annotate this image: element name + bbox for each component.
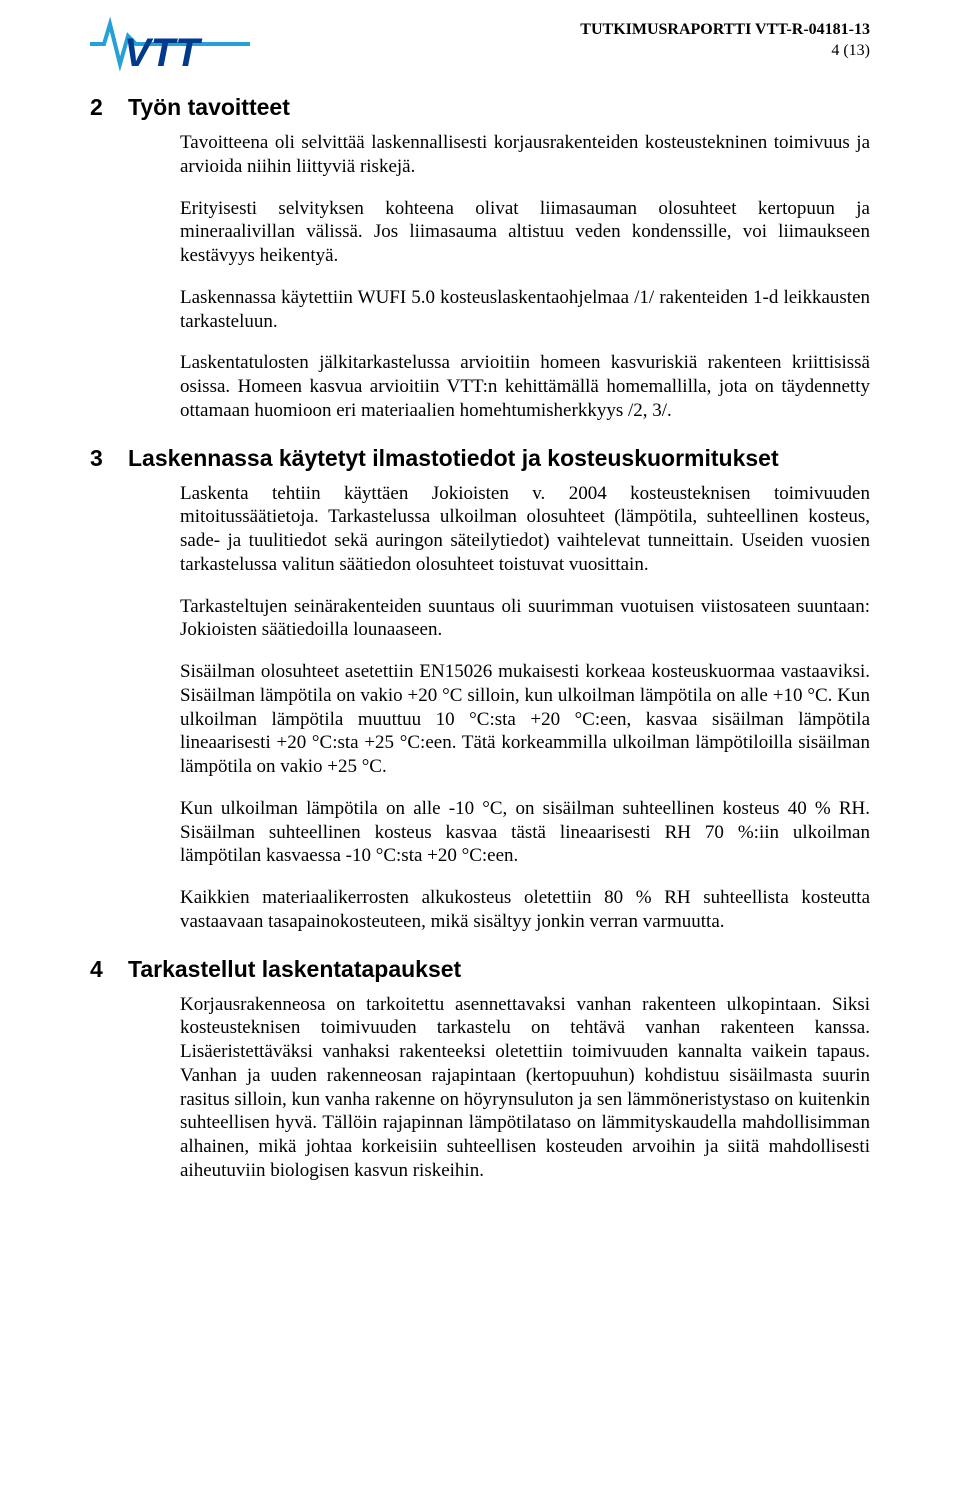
document-page: VTT TUTKIMUSRAPORTTI VTT-R-04181-13 4 (1… <box>0 0 960 1495</box>
section-4: 4 Tarkastellut laskentatapaukset <box>90 956 870 983</box>
section-title: Työn tavoitteet <box>128 94 290 121</box>
page-header: VTT TUTKIMUSRAPORTTI VTT-R-04181-13 4 (1… <box>90 20 870 72</box>
section-number: 2 <box>90 94 128 121</box>
logo-text: VTT <box>124 31 203 72</box>
section-2-body: Tavoitteena oli selvittää laskennallises… <box>180 131 870 423</box>
paragraph: Tarkasteltujen seinärakenteiden suuntaus… <box>180 595 870 643</box>
paragraph: Tavoitteena oli selvittää laskennallises… <box>180 131 870 179</box>
section-4-heading: 4 Tarkastellut laskentatapaukset <box>90 956 870 983</box>
paragraph: Laskenta tehtiin käyttäen Jokioisten v. … <box>180 482 870 577</box>
section-title: Tarkastellut laskentatapaukset <box>128 956 461 983</box>
paragraph: Erityisesti selvityksen kohteena olivat … <box>180 197 870 268</box>
paragraph: Kaikkien materiaalikerrosten alkukosteus… <box>180 886 870 934</box>
section-title: Laskennassa käytetyt ilmastotiedot ja ko… <box>128 445 779 472</box>
vtt-logo: VTT <box>90 16 250 72</box>
page-number: 4 (13) <box>580 41 870 62</box>
header-right: TUTKIMUSRAPORTTI VTT-R-04181-13 4 (13) <box>580 20 870 62</box>
paragraph: Laskentatulosten jälkitarkastelussa arvi… <box>180 351 870 422</box>
paragraph: Laskennassa käytettiin WUFI 5.0 kosteusl… <box>180 286 870 334</box>
paragraph: Korjausrakenneosa on tarkoitettu asennet… <box>180 993 870 1183</box>
paragraph: Kun ulkoilman lämpötila on alle -10 °C, … <box>180 797 870 868</box>
section-4-body: Korjausrakenneosa on tarkoitettu asennet… <box>180 993 870 1183</box>
section-2-heading: 2 Työn tavoitteet <box>90 94 870 121</box>
report-id: TUTKIMUSRAPORTTI VTT-R-04181-13 <box>580 20 870 41</box>
section-3: 3 Laskennassa käytetyt ilmastotiedot ja … <box>90 445 870 472</box>
section-2: 2 Työn tavoitteet <box>90 94 870 121</box>
section-number: 4 <box>90 956 128 983</box>
section-number: 3 <box>90 445 128 472</box>
section-3-heading: 3 Laskennassa käytetyt ilmastotiedot ja … <box>90 445 870 472</box>
vtt-logo-icon: VTT <box>90 16 250 72</box>
paragraph: Sisäilman olosuhteet asetettiin EN15026 … <box>180 660 870 779</box>
section-3-body: Laskenta tehtiin käyttäen Jokioisten v. … <box>180 482 870 934</box>
